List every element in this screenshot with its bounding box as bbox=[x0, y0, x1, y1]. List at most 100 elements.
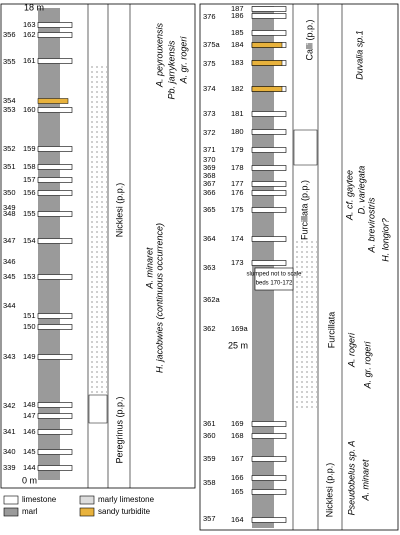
limestone-bed bbox=[37, 402, 73, 408]
bed-number: 145 bbox=[23, 447, 36, 456]
bed-number: 187 bbox=[231, 4, 244, 13]
limestone-bed bbox=[37, 211, 73, 217]
bed-number: 359 bbox=[203, 454, 216, 463]
legend-swatch bbox=[3, 495, 19, 505]
limestone-bed bbox=[37, 177, 73, 183]
limestone-bed bbox=[37, 429, 73, 435]
bed-number: 366 bbox=[203, 188, 216, 197]
limestone-bed bbox=[251, 421, 287, 427]
limestone-bed bbox=[37, 274, 73, 280]
taxon-label: A. minaret bbox=[144, 247, 154, 290]
marl-column bbox=[252, 6, 274, 528]
limestone-bed bbox=[251, 190, 287, 196]
bed-number: 159 bbox=[23, 144, 36, 153]
bed-number: 361 bbox=[203, 419, 216, 428]
zone-label: Nicklesi (p.p.) bbox=[324, 463, 334, 518]
bed-number: 376 bbox=[203, 12, 216, 21]
limestone-bed bbox=[37, 465, 73, 471]
bed-number: 151 bbox=[23, 311, 36, 320]
bed-number: 374 bbox=[203, 84, 216, 93]
bed-number: 360 bbox=[203, 431, 216, 440]
bed-number: 179 bbox=[231, 145, 244, 154]
bed-number: 368 bbox=[203, 171, 216, 180]
limestone-bed bbox=[37, 238, 73, 244]
bed-number: 355 bbox=[3, 57, 16, 66]
bed-number: 354 bbox=[3, 96, 16, 105]
bed-number: 367 bbox=[203, 179, 216, 188]
limestone-bed bbox=[251, 13, 287, 19]
limestone-bed bbox=[251, 260, 287, 266]
bed-number: 343 bbox=[3, 352, 16, 361]
limestone-bed bbox=[37, 324, 73, 330]
limestone-bed bbox=[251, 129, 287, 135]
limestone-bed bbox=[251, 30, 287, 36]
taxon-label: A. minaret bbox=[360, 459, 370, 502]
bed-number: 186 bbox=[231, 11, 244, 20]
bed-number: 178 bbox=[231, 163, 244, 172]
taxon-label: A. brevirostris bbox=[366, 197, 376, 254]
bed-number: 357 bbox=[203, 514, 216, 523]
bed-number: 155 bbox=[23, 209, 36, 218]
legend-label: marl bbox=[22, 507, 38, 516]
bed-number: 148 bbox=[23, 400, 36, 409]
zone-label: Nicklesi (p.p.) bbox=[114, 183, 124, 238]
legend-label: marly limestone bbox=[98, 495, 155, 504]
bed-number: 153 bbox=[23, 272, 36, 281]
bed-number: 163 bbox=[23, 20, 36, 29]
taxon-label: Pseudobelus sp. A bbox=[346, 441, 356, 516]
bed-number: 346 bbox=[3, 257, 16, 266]
bed-number: 177 bbox=[231, 179, 244, 188]
left-panel-frame bbox=[0, 3, 196, 489]
limestone-bed bbox=[251, 147, 287, 153]
limestone-bed bbox=[251, 6, 287, 12]
legend-label: sandy turbidite bbox=[98, 507, 151, 516]
bed-number: 373 bbox=[203, 109, 216, 118]
limestone-bed bbox=[251, 475, 287, 481]
bed-number: 371 bbox=[203, 145, 216, 154]
limestone-bed bbox=[37, 190, 73, 196]
bed-number: 344 bbox=[3, 301, 16, 310]
bed-number: 160 bbox=[23, 105, 36, 114]
legend-swatch bbox=[3, 507, 19, 517]
bed-number: 370 bbox=[203, 155, 216, 164]
legend-label: limestone bbox=[22, 495, 57, 504]
legend-swatch bbox=[79, 495, 95, 505]
sandy-turbidite bbox=[37, 98, 69, 104]
limestone-bed bbox=[251, 236, 287, 242]
bed-number: 147 bbox=[23, 411, 36, 420]
limestone-bed bbox=[37, 449, 73, 455]
bed-number: 375 bbox=[203, 59, 216, 68]
limestone-bed bbox=[37, 354, 73, 360]
slump-note: slumped not to scale bbox=[246, 272, 302, 278]
bed-number: 169a bbox=[231, 324, 249, 333]
limestone-bed bbox=[37, 58, 73, 64]
hatched-box bbox=[88, 394, 108, 424]
bed-number: 375a bbox=[203, 40, 221, 49]
bed-number: 174 bbox=[231, 234, 244, 243]
bed-number: 169 bbox=[231, 419, 244, 428]
limestone-bed bbox=[251, 456, 287, 462]
limestone-bed bbox=[251, 165, 287, 171]
zone-label: Peregrinus (p.p.) bbox=[114, 396, 124, 463]
bed-number: 364 bbox=[203, 234, 216, 243]
bed-number: 341 bbox=[3, 427, 16, 436]
limestone-bed bbox=[251, 111, 287, 117]
limestone-bed bbox=[37, 22, 73, 28]
scale-label: 0 m bbox=[22, 475, 37, 485]
slump-box bbox=[254, 267, 294, 291]
taxon-label: Pb. jarrykensis bbox=[166, 40, 176, 100]
bed-number: 181 bbox=[231, 109, 244, 118]
bed-number: 185 bbox=[231, 28, 244, 37]
slump-note: beds 170-172 bbox=[256, 281, 293, 287]
bed-number: 369 bbox=[203, 163, 216, 172]
bed-number: 144 bbox=[23, 463, 36, 472]
taxon-label: A. rogeri bbox=[346, 332, 356, 368]
bed-number: 146 bbox=[23, 427, 36, 436]
taxon-label: A. peyrouxensis bbox=[154, 22, 164, 88]
marl-column bbox=[38, 8, 60, 480]
bed-number: 149 bbox=[23, 352, 36, 361]
bed-number: 162 bbox=[23, 30, 36, 39]
limestone-bed bbox=[251, 207, 287, 213]
bed-number: 350 bbox=[3, 188, 16, 197]
